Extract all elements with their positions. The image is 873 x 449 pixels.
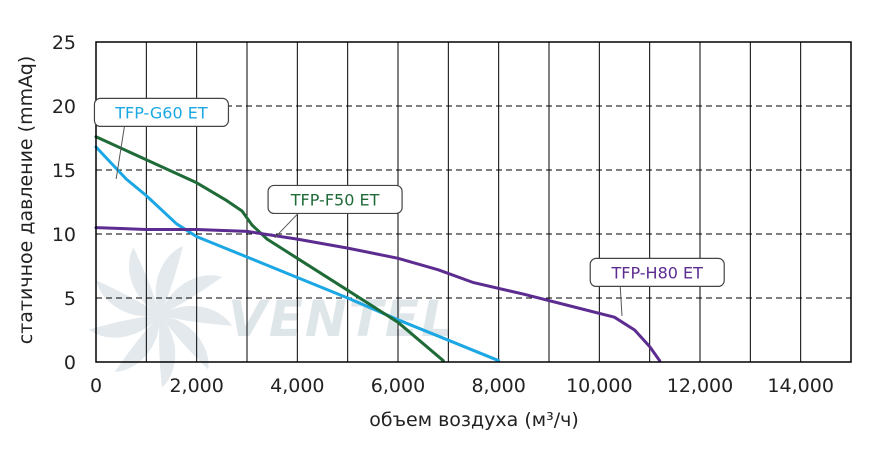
callout-leader — [619, 286, 623, 316]
callout-0: TFP-G60 ET — [93, 97, 230, 180]
y-tick-label: 20 — [52, 96, 76, 118]
series-line-1 — [94, 135, 445, 363]
callout-box — [93, 97, 230, 128]
callout-leader — [274, 213, 299, 239]
x-tick-label: 2,000 — [169, 375, 223, 397]
x-tick-label: 6,000 — [371, 375, 425, 397]
x-tick-label: 4,000 — [270, 375, 324, 397]
series-line-0 — [94, 145, 501, 363]
fan-logo-icon — [88, 246, 232, 388]
grid — [96, 42, 851, 362]
x-axis-ticks: 0 2,000 4,000 6,000 8,000 10,000 12,000 14,000 — [90, 375, 834, 397]
y-axis-ticks: 0 5 10 15 20 25 — [52, 32, 76, 374]
x-tick-label: 12,000 — [667, 375, 733, 397]
callout-2: TFP-H80 ET — [589, 257, 725, 316]
callout-label: TFP-F50 ET — [290, 190, 380, 209]
callout-1: TFP-F50 ET — [267, 184, 403, 239]
callouts: TFP-G60 ET TFP-F50 ET TFP-H80 ET — [93, 97, 725, 316]
y-tick-label: 15 — [52, 160, 76, 182]
x-tick-label: 0 — [90, 375, 102, 397]
y-tick-label: 25 — [52, 32, 76, 54]
callout-leader — [115, 126, 125, 180]
callout-box — [267, 184, 403, 215]
x-tick-label: 10,000 — [566, 375, 632, 397]
callout-label: TFP-H80 ET — [611, 263, 704, 282]
y-axis-title: статичное давление (mmAq) — [15, 56, 37, 344]
callout-label: TFP-G60 ET — [114, 103, 208, 122]
watermark-text: VENTEL — [228, 290, 455, 348]
callout-box — [589, 257, 725, 287]
x-axis-title: объем воздуха (м³/ч) — [369, 409, 578, 431]
y-tick-label: 5 — [64, 288, 76, 310]
series-layer — [94, 135, 662, 363]
y-tick-label: 10 — [52, 224, 76, 246]
y-tick-label: 0 — [64, 352, 76, 374]
x-tick-label: 14,000 — [767, 375, 833, 397]
series-line-2 — [94, 226, 662, 363]
x-tick-label: 8,000 — [471, 375, 525, 397]
plot-frame — [95, 41, 852, 363]
